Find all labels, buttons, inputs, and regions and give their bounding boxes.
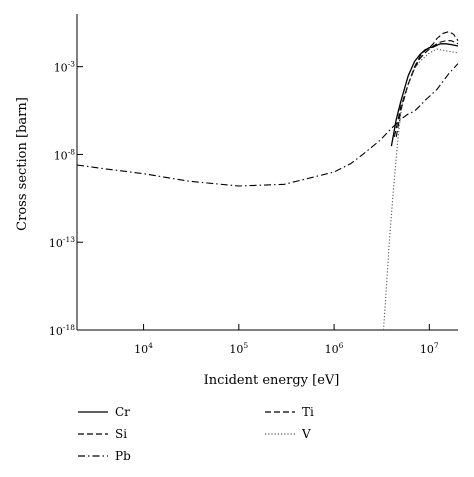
legend: Cr Ti Si V Pb [78, 405, 314, 463]
x-tick-label: 106 [325, 341, 344, 356]
x-axis-label: Incident energy [eV] [204, 373, 340, 388]
legend-label-cr: Cr [115, 405, 130, 419]
x-tick-label: 105 [229, 341, 248, 356]
series-group [76, 31, 459, 331]
y-tick-label: 10-18 [49, 323, 75, 338]
legend-label-ti: Ti [302, 405, 314, 419]
x-tick-label: 104 [134, 341, 153, 356]
series-line-si [395, 40, 459, 137]
x-tick-label: 107 [420, 341, 439, 356]
y-tick-label: 10-3 [54, 60, 76, 75]
x-tick-base: 10 [420, 343, 434, 356]
y-tick-exponent: -3 [68, 60, 76, 69]
y-tick-exponent: -8 [68, 147, 76, 156]
x-tick-base: 10 [229, 343, 243, 356]
x-tick-base: 10 [134, 343, 148, 356]
y-tick-base: 10 [49, 325, 63, 338]
axes [76, 14, 458, 331]
y-tick-base: 10 [54, 62, 68, 75]
series-line-pb [76, 63, 459, 187]
series-line-v [382, 48, 459, 331]
y-tick-exponent: -18 [63, 323, 75, 332]
x-tick-exponent: 4 [148, 341, 153, 350]
x-tick-exponent: 7 [434, 341, 439, 350]
x-tick-base: 10 [325, 343, 339, 356]
x-tick-exponent: 5 [243, 341, 248, 350]
legend-label-pb: Pb [115, 449, 131, 463]
y-tick-base: 10 [49, 237, 63, 250]
x-ticks: 104 105 106 107 [134, 324, 439, 356]
legend-label-si: Si [115, 427, 127, 441]
y-tick-base: 10 [54, 149, 68, 162]
y-tick-exponent: -13 [63, 235, 75, 244]
y-axis-label: Cross section [barn] [15, 97, 30, 231]
x-tick-exponent: 6 [339, 341, 344, 350]
series-line-cr [390, 43, 459, 147]
series-line-ti [393, 31, 459, 138]
y-tick-label: 10-8 [54, 147, 76, 162]
legend-label-v: V [301, 427, 311, 441]
y-tick-label: 10-13 [49, 235, 75, 250]
